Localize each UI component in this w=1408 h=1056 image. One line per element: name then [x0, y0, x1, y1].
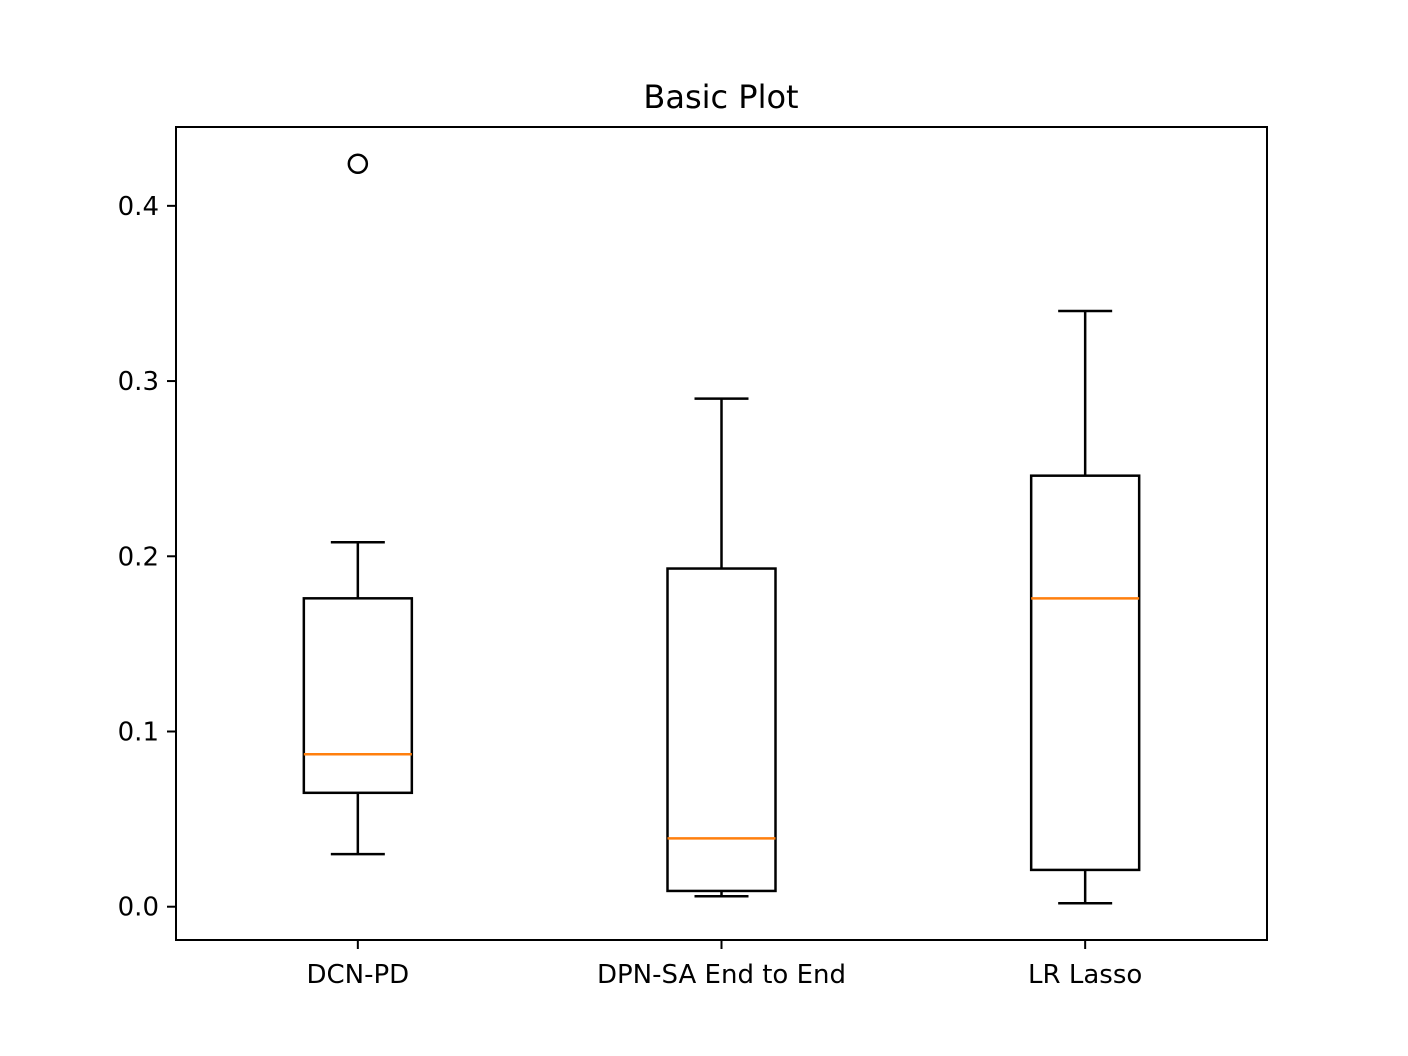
chart-title: Basic Plot: [643, 78, 798, 116]
box-iqr: [1029, 474, 1141, 872]
box-iqr: [302, 597, 414, 795]
x-tick-label: DPN-SA End to End: [597, 960, 846, 990]
y-tick-label: 0.0: [118, 893, 159, 923]
y-tick-label: 0.3: [118, 367, 159, 397]
x-tick-label: DCN-PD: [306, 960, 409, 990]
plot-area: 0.0 0.1 0.2 0.3 0.4 DCN-PD DPN-SA End to End LR…: [118, 153, 1142, 990]
x-tick-label: LR Lasso: [1028, 960, 1142, 990]
y-tick-label: 0.1: [118, 717, 159, 747]
y-tick-label: 0.4: [118, 192, 159, 222]
axes-frame: [175, 126, 1268, 941]
outlier-point: [347, 153, 369, 175]
box-iqr: [666, 567, 777, 893]
y-tick-label: 0.2: [118, 542, 159, 572]
